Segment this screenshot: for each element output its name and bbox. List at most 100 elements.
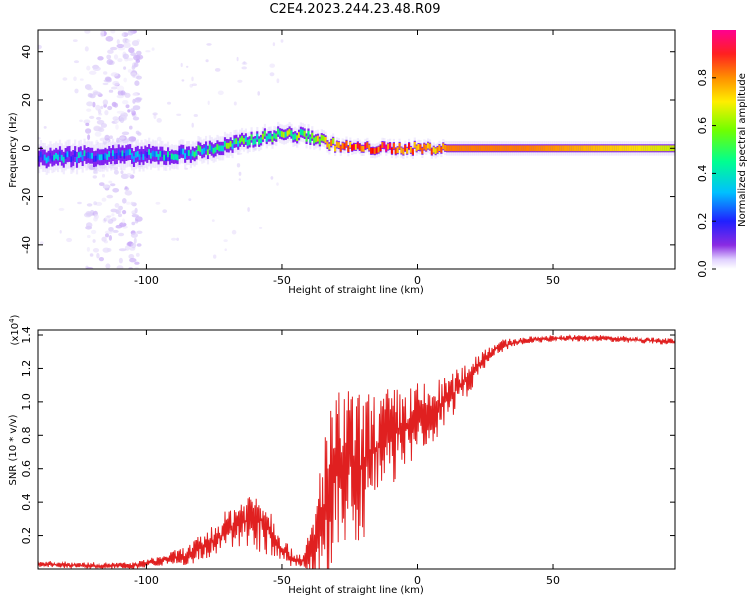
x-tick-label: -100 xyxy=(134,574,159,587)
spectrogram-noise-cell xyxy=(130,201,135,206)
spectrogram-core-cell xyxy=(616,145,619,152)
spectrogram-noise-cell xyxy=(130,72,137,77)
spectrogram-noise-cell xyxy=(120,167,124,171)
spectrogram-noise-cell xyxy=(98,112,103,116)
spectrogram-core-cell xyxy=(588,145,591,152)
spectrogram-noise-cell xyxy=(79,119,83,123)
spectrogram-core-cell xyxy=(358,144,361,150)
spectrogram-noise-cell xyxy=(133,62,139,68)
spectrogram-core-cell xyxy=(151,150,154,157)
spectrogram-noise-cell xyxy=(105,263,111,269)
spectrogram-noise-cell xyxy=(134,97,142,103)
spectrogram-core-cell xyxy=(309,136,312,143)
spectrogram-core-cell xyxy=(658,145,661,152)
spectrogram-noise-cell xyxy=(133,237,137,244)
spectrogram-core-cell xyxy=(354,144,358,150)
spectrogram-noise-cell xyxy=(89,115,95,119)
spectrogram-core-cell xyxy=(110,153,113,159)
spectrogram-noise-cell xyxy=(122,53,129,60)
spectrogram-core-cell xyxy=(362,145,365,152)
spectrogram-noise-cell xyxy=(124,92,131,98)
spectrogram-noise-cell xyxy=(120,90,126,96)
spectrogram-core-cell xyxy=(423,143,426,150)
spectrogram-core-cell xyxy=(320,134,323,141)
spectrogram-core-cell xyxy=(57,154,60,161)
spectrogram-noise-cell xyxy=(38,137,41,140)
spectrogram-core-cell xyxy=(430,148,433,155)
spectrogram-core-cell xyxy=(650,145,654,152)
spectrogram-noise-cell xyxy=(237,79,243,83)
spectrogram-core-cell xyxy=(495,145,498,152)
spectrogram-core-cell xyxy=(599,145,602,152)
spectrogram-noise-cell xyxy=(93,170,99,175)
y-tick-label: 1.2 xyxy=(20,360,33,378)
spectrogram-core-cell xyxy=(529,145,532,152)
spectrogram-core-cell xyxy=(326,141,329,148)
x-tick-label: 50 xyxy=(546,274,560,287)
spectrogram-noise-cell xyxy=(38,44,42,50)
spectrogram-noise-cell xyxy=(122,210,127,215)
spectrogram-core-cell xyxy=(419,144,422,151)
spectrogram-core-cell xyxy=(413,141,416,148)
spectrogram-core-cell xyxy=(535,145,538,152)
spectrogram-core-cell xyxy=(214,146,217,153)
spectrogram-noise-cell xyxy=(236,152,243,155)
spectrogram-core-cell xyxy=(499,145,502,152)
spectrogram-core-cell xyxy=(394,148,397,155)
spectrogram-noise-cell xyxy=(100,105,104,110)
spectrogram-core-cell xyxy=(427,142,430,149)
spectrogram-noise-cell xyxy=(121,218,126,224)
spectrogram-core-cell xyxy=(252,139,255,145)
spectrogram-noise-cell xyxy=(58,207,65,211)
spectrogram-core-cell xyxy=(611,145,614,152)
spectrogram-noise-cell xyxy=(214,68,221,72)
spectrogram-core-cell xyxy=(390,147,394,154)
spectrogram-core-cell xyxy=(654,145,657,152)
spectrogram-noise-cell xyxy=(164,143,168,146)
spectrogram-core-cell xyxy=(74,151,77,157)
spectrogram-core-cell xyxy=(313,137,316,144)
spectrogram-noise-cell xyxy=(110,183,116,187)
snr-y-label: SNR (10 * v/v) xyxy=(8,414,19,485)
spectrogram-noise-cell xyxy=(99,164,107,169)
spectrogram-noise-cell xyxy=(112,80,120,86)
spectrogram-noise-cell xyxy=(131,65,136,70)
figure-title: C2E4.2023.244.23.48.R09 xyxy=(269,2,440,17)
spectrogram-core-cell xyxy=(161,151,164,157)
spectrogram-core-cell xyxy=(269,133,272,140)
spectrogram-noise-cell xyxy=(184,167,189,170)
x-tick-label: -50 xyxy=(273,274,291,287)
spectrogram-core-cell xyxy=(223,141,227,147)
spectrogram-core-cell xyxy=(493,145,496,152)
spectrogram-core-cell xyxy=(415,145,418,152)
spectrogram-core-cell xyxy=(144,150,147,157)
spectrogram-noise-cell xyxy=(136,243,142,247)
spectrogram-core-cell xyxy=(662,145,665,152)
spectrogram-core-cell xyxy=(470,145,473,152)
spectrogram-noise-cell xyxy=(270,176,274,180)
spectrogram-core-cell xyxy=(639,145,642,152)
snr-y-scale-factor: (x104) xyxy=(8,314,21,345)
spectrogram-core-cell xyxy=(263,130,266,137)
spectrogram-core-cell xyxy=(451,145,454,152)
spectrogram-core-cell xyxy=(222,145,225,152)
spectrogram-core-cell xyxy=(453,145,456,152)
spectrogram-core-cell xyxy=(668,145,671,152)
colorbar-ticks: 0.0 0.2 0.4 0.6 0.8 xyxy=(696,69,716,278)
spectrogram-noise-cell xyxy=(93,201,97,206)
spectrogram-core-cell xyxy=(112,150,115,156)
spectrogram-core-cell xyxy=(123,152,126,159)
spectrogram-noise-cell xyxy=(84,30,91,34)
snr-frame xyxy=(37,329,676,570)
spectrogram-core-cell xyxy=(337,142,340,148)
colorbar-label: Normalized spectral amplitude xyxy=(737,73,748,227)
spectrogram-noise-cell xyxy=(130,108,135,113)
spectrogram-noise-cell xyxy=(111,217,117,222)
spectrogram-core-cell xyxy=(576,145,580,152)
spectrogram-core-cell xyxy=(250,134,253,141)
spectrogram-core-cell xyxy=(53,154,56,161)
spectrogram-noise-cell xyxy=(86,101,94,107)
spectrogram-core-cell xyxy=(425,144,428,151)
spectrogram-core-cell xyxy=(660,145,663,152)
spectrogram-core-cell xyxy=(280,131,284,137)
